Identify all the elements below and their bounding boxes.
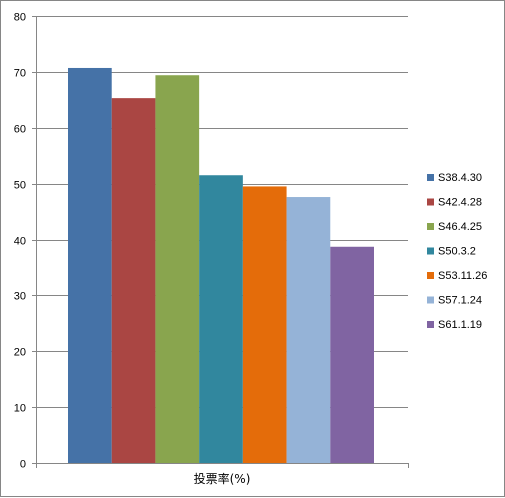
y-tick-label: 80 bbox=[14, 12, 26, 24]
legend-item: S38.4.30 bbox=[427, 172, 482, 184]
legend-swatch bbox=[427, 296, 434, 304]
y-tick-label: 70 bbox=[14, 68, 26, 80]
legend-swatch bbox=[427, 247, 434, 255]
bar-s38-4-30 bbox=[68, 67, 112, 464]
x-category-label: 投票率(%) bbox=[194, 471, 251, 486]
bar-s57-1-24 bbox=[286, 197, 331, 464]
legend-item: S53.11.26 bbox=[427, 270, 487, 282]
axes bbox=[36, 16, 409, 468]
legend-swatch bbox=[427, 223, 434, 230]
legend-label: S50.3.2 bbox=[438, 246, 476, 258]
x-axis-categories: 投票率(%) bbox=[194, 471, 251, 486]
y-tick-label: 50 bbox=[14, 180, 26, 192]
legend-swatch bbox=[427, 174, 434, 181]
y-tick-label: 60 bbox=[14, 124, 26, 136]
legend-swatch bbox=[427, 272, 434, 279]
legend-label: S38.4.30 bbox=[438, 172, 482, 184]
legend-item: S57.1.24 bbox=[427, 295, 482, 307]
y-tick-label: 20 bbox=[14, 347, 26, 359]
bar-s50-3-2 bbox=[199, 175, 243, 464]
legend: S38.4.30 S42.4.28 S46.4.25 S50.3.2 S53.11.26… bbox=[427, 172, 487, 331]
bar-s53-11-26 bbox=[242, 186, 287, 464]
y-tick-label: 0 bbox=[20, 459, 26, 471]
legend-label: S61.1.19 bbox=[438, 319, 482, 331]
legend-item: S61.1.19 bbox=[427, 319, 482, 331]
bar-s61-1-19 bbox=[330, 246, 374, 463]
y-tick-label: 30 bbox=[14, 291, 26, 303]
y-tick-label: 40 bbox=[14, 236, 26, 248]
bar-s42-4-28 bbox=[111, 98, 156, 463]
legend-item: S42.4.28 bbox=[427, 197, 482, 209]
y-tick-label: 10 bbox=[14, 403, 26, 415]
legend-label: S42.4.28 bbox=[438, 197, 482, 209]
bar-s46-4-25 bbox=[155, 75, 200, 463]
legend-label: S57.1.24 bbox=[438, 295, 482, 307]
legend-item: S50.3.2 bbox=[427, 246, 476, 258]
legend-swatch bbox=[427, 321, 434, 328]
legend-swatch bbox=[427, 198, 434, 206]
y-axis-ticks: 0 10 20 30 40 50 60 70 80 bbox=[14, 12, 36, 471]
legend-label: S53.11.26 bbox=[438, 270, 487, 282]
legend-item: S46.4.25 bbox=[427, 221, 482, 233]
legend-label: S46.4.25 bbox=[438, 221, 482, 233]
bars bbox=[68, 67, 374, 464]
